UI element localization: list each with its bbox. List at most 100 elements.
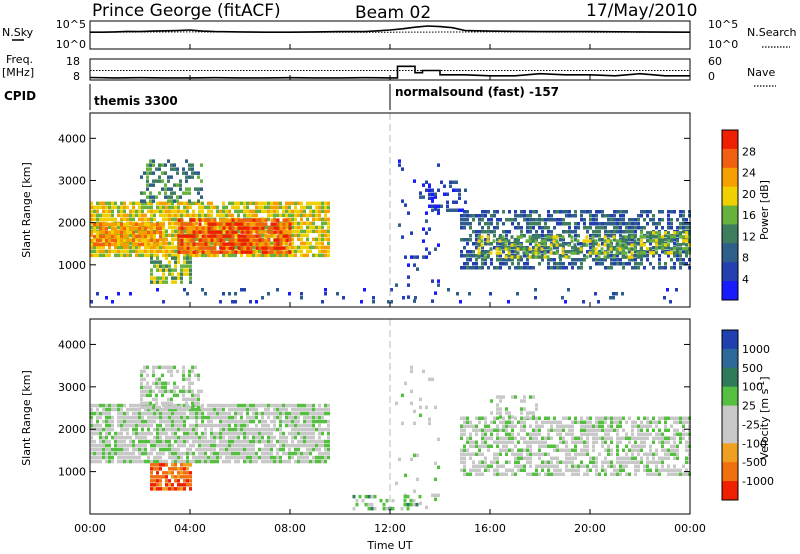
velocity-cell: [149, 389, 152, 394]
power-cell: [595, 210, 598, 214]
velocity-cell: [159, 415, 162, 420]
power-cell: [237, 213, 240, 218]
power-cell: [282, 218, 286, 222]
power-cell: [652, 214, 655, 218]
power-cell: [306, 213, 309, 218]
power-cell: [431, 279, 434, 283]
power-cell: [285, 225, 288, 230]
power-cell: [111, 226, 114, 231]
power-cell: [529, 214, 532, 218]
power-cell: [556, 218, 559, 222]
power-cell: [640, 226, 643, 230]
velocity-cell: [595, 432, 598, 436]
velocity-cell: [673, 456, 676, 460]
power-cell: [646, 222, 649, 226]
velocity-cell: [294, 415, 297, 420]
power-cell: [526, 214, 529, 218]
velocity-cell: [490, 411, 493, 415]
power-cell: [413, 179, 416, 183]
power-cell: [234, 245, 237, 250]
velocity-cell: [592, 432, 595, 436]
velocity-cell: [475, 468, 478, 472]
velocity-cell: [102, 435, 105, 440]
power-cell: [162, 226, 165, 231]
power-cell: [198, 209, 201, 214]
velocity-cell: [324, 427, 327, 432]
power-cell: [99, 238, 102, 243]
power-cell: [90, 221, 93, 226]
velocity-cell: [646, 460, 649, 464]
velocity-cell: [165, 419, 168, 424]
velocity-cell: [625, 420, 628, 424]
power-cell: [189, 201, 192, 206]
power-cell: [171, 201, 174, 206]
power-cell: [422, 239, 425, 243]
power-cell: [174, 221, 177, 226]
velocity-cell: [499, 472, 502, 476]
power-cell: [685, 243, 688, 247]
power-cell: [168, 253, 171, 258]
power-cell: [234, 222, 238, 226]
power-cell: [258, 249, 261, 254]
power-cell: [258, 205, 261, 210]
velocity-cell: [496, 436, 499, 440]
velocity-cell: [568, 452, 571, 456]
power-cell: [164, 195, 167, 199]
velocity-cell: [634, 420, 637, 424]
power-cell: [502, 262, 505, 266]
power-cell: [152, 171, 155, 175]
power-cell: [285, 209, 288, 214]
power-cell: [114, 226, 117, 231]
velocity-cell: [511, 428, 514, 432]
velocity-cell: [167, 389, 170, 394]
velocity-cell: [646, 456, 649, 460]
velocity-cell: [658, 432, 661, 436]
power-cell: [484, 214, 487, 218]
velocity-cell: [434, 493, 437, 498]
cpid-label: CPID: [4, 89, 36, 103]
velocity-cell: [108, 447, 111, 452]
velocity-cell: [658, 468, 661, 472]
velocity-cell: [282, 419, 285, 424]
power-cell: [541, 230, 544, 234]
velocity-cell: [180, 483, 183, 487]
velocity-cell: [294, 443, 297, 448]
power-cell: [589, 218, 592, 222]
velocity-cell: [580, 448, 583, 452]
velocity-cell: [143, 401, 146, 406]
power-cell: [165, 253, 168, 258]
velocity-cell: [120, 407, 123, 412]
power-cell: [149, 199, 152, 203]
power-cell: [658, 231, 661, 235]
velocity-cell: [165, 487, 168, 491]
velocity-cell: [661, 440, 664, 444]
velocity-cell: [607, 448, 610, 452]
power-cell: [111, 242, 114, 247]
power-cell: [610, 218, 613, 222]
velocity-cell: [312, 431, 315, 436]
velocity-cell: [177, 475, 180, 479]
power-cell: [183, 250, 187, 254]
power-cell: [195, 217, 198, 222]
velocity-cell: [111, 447, 114, 452]
power-cell: [309, 209, 312, 214]
velocity-cell: [191, 405, 194, 410]
power-cell: [171, 229, 174, 234]
velocity-cell: [637, 428, 640, 432]
velocity-cell: [472, 444, 475, 448]
power-cell: [291, 201, 294, 206]
power-cell: [159, 260, 162, 264]
velocity-cell: [143, 393, 146, 398]
power-cell: [634, 262, 637, 266]
velocity-cell: [502, 395, 505, 399]
power-cell: [96, 213, 99, 218]
velocity-cell: [174, 415, 177, 420]
power-cell: [204, 205, 207, 210]
noise-panel: N.Sky N.Search 10^5 10^0 10^5 10^0: [2, 18, 797, 51]
velocity-cell: [607, 460, 610, 464]
power-cell: [475, 246, 478, 250]
velocity-cell: [637, 452, 640, 456]
power-cell: [306, 241, 309, 246]
